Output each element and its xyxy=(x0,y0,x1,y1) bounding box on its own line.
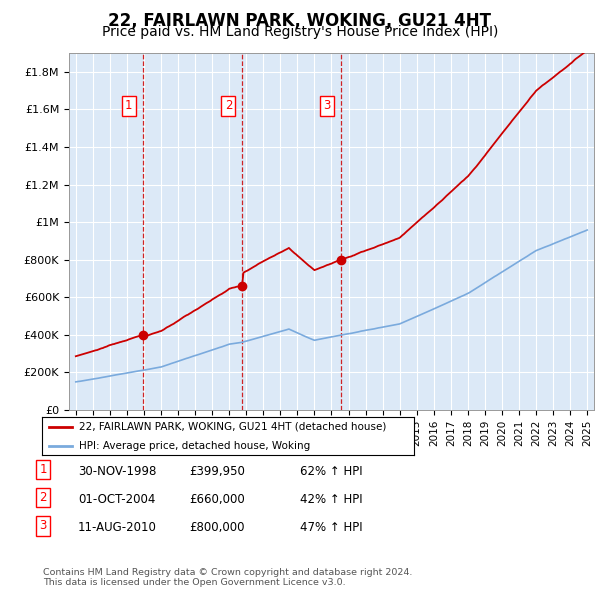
Text: 1: 1 xyxy=(125,99,133,112)
Text: Price paid vs. HM Land Registry's House Price Index (HPI): Price paid vs. HM Land Registry's House … xyxy=(102,25,498,39)
Text: 30-NOV-1998: 30-NOV-1998 xyxy=(78,465,157,478)
Text: 11-AUG-2010: 11-AUG-2010 xyxy=(78,521,157,534)
Text: HPI: Average price, detached house, Woking: HPI: Average price, detached house, Woki… xyxy=(79,441,310,451)
Text: £660,000: £660,000 xyxy=(189,493,245,506)
Text: £399,950: £399,950 xyxy=(189,465,245,478)
Text: 3: 3 xyxy=(40,519,47,532)
Text: Contains HM Land Registry data © Crown copyright and database right 2024.
This d: Contains HM Land Registry data © Crown c… xyxy=(43,568,413,587)
Text: 2: 2 xyxy=(40,491,47,504)
Text: 22, FAIRLAWN PARK, WOKING, GU21 4HT: 22, FAIRLAWN PARK, WOKING, GU21 4HT xyxy=(109,12,491,30)
Text: 2: 2 xyxy=(224,99,232,112)
Text: 22, FAIRLAWN PARK, WOKING, GU21 4HT (detached house): 22, FAIRLAWN PARK, WOKING, GU21 4HT (det… xyxy=(79,422,386,432)
Text: 47% ↑ HPI: 47% ↑ HPI xyxy=(300,521,362,534)
Text: 62% ↑ HPI: 62% ↑ HPI xyxy=(300,465,362,478)
Text: £800,000: £800,000 xyxy=(189,521,245,534)
Text: 1: 1 xyxy=(40,463,47,476)
Text: 42% ↑ HPI: 42% ↑ HPI xyxy=(300,493,362,506)
Text: 01-OCT-2004: 01-OCT-2004 xyxy=(78,493,155,506)
Text: 3: 3 xyxy=(323,99,331,112)
